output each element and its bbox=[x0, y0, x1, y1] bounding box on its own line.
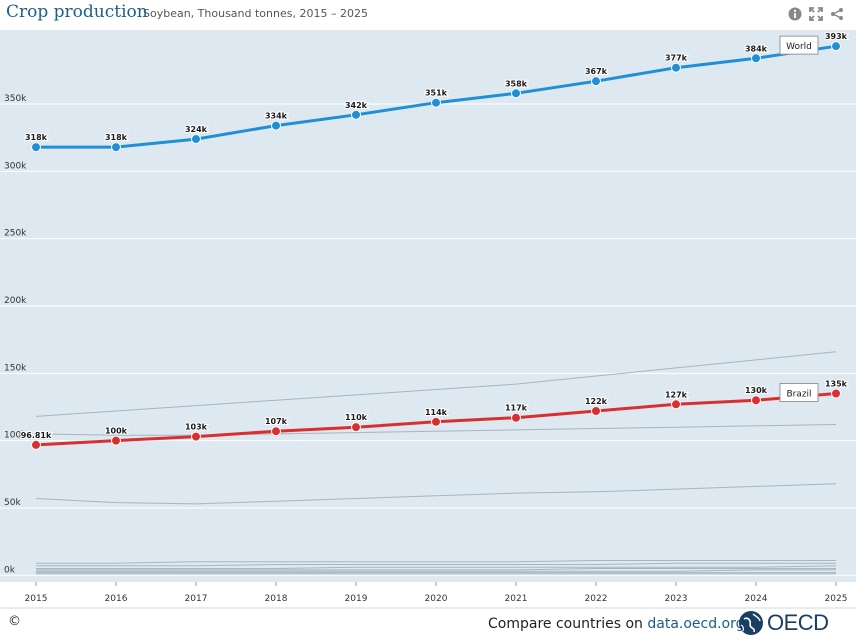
brazil-data-label: 135k bbox=[825, 380, 848, 389]
world-point bbox=[671, 62, 681, 73]
brazil-point bbox=[351, 422, 361, 433]
background-series-line bbox=[36, 562, 836, 567]
brazil-point bbox=[31, 439, 41, 450]
fullscreen-icon[interactable] bbox=[808, 6, 823, 21]
world-data-label: 318k bbox=[105, 133, 128, 142]
brazil-point bbox=[831, 388, 841, 399]
brazil-data-label: 117k bbox=[505, 404, 528, 413]
brazil-data-label: 103k bbox=[185, 423, 208, 432]
x-tick-label: 2017 bbox=[185, 594, 208, 604]
oecd-logo[interactable]: OECD bbox=[738, 610, 829, 636]
brazil-point bbox=[511, 412, 521, 423]
world-point bbox=[31, 142, 41, 153]
y-tick-label: 0k bbox=[4, 565, 16, 575]
brazil-point bbox=[111, 435, 121, 446]
brazil-point bbox=[271, 426, 281, 437]
world-data-label: 334k bbox=[265, 112, 288, 121]
world-data-label: 324k bbox=[185, 125, 208, 134]
y-tick-label: 250k bbox=[4, 229, 27, 239]
oecd-logo-text: OECD bbox=[767, 610, 829, 635]
brazil-series-name-box: Brazil bbox=[779, 383, 819, 403]
compare-domain: data.oecd.org bbox=[647, 616, 745, 632]
world-point bbox=[351, 109, 361, 120]
brazil-data-label: 114k bbox=[425, 408, 448, 417]
copyright-symbol: © bbox=[8, 614, 21, 629]
brazil-data-label: 130k bbox=[745, 386, 768, 395]
brazil-point bbox=[431, 416, 441, 427]
world-data-label: 318k bbox=[25, 133, 48, 142]
world-point bbox=[831, 41, 841, 52]
toolbar bbox=[787, 6, 844, 21]
x-axis-band bbox=[0, 582, 856, 608]
brazil-point bbox=[591, 406, 601, 417]
world-point bbox=[111, 142, 121, 153]
world-data-label: 367k bbox=[585, 67, 608, 76]
world-data-label: 377k bbox=[665, 54, 688, 63]
brazil-point bbox=[191, 431, 201, 442]
world-data-label: 358k bbox=[505, 79, 528, 88]
brazil-data-label: 127k bbox=[665, 390, 688, 399]
x-tick-label: 2015 bbox=[25, 594, 48, 604]
world-data-label: 384k bbox=[745, 44, 768, 53]
y-tick-label: 300k bbox=[4, 161, 27, 171]
background-series-line bbox=[36, 560, 836, 564]
world-series-name: World bbox=[786, 42, 812, 52]
info-icon[interactable] bbox=[787, 6, 802, 21]
y-tick-label: 50k bbox=[4, 498, 21, 508]
brazil-data-label: 107k bbox=[265, 417, 288, 426]
x-tick-label: 2025 bbox=[825, 594, 848, 604]
x-tick-label: 2018 bbox=[265, 594, 288, 604]
background-series-line bbox=[35, 351, 837, 417]
brazil-point bbox=[671, 399, 681, 410]
world-series-name-box: World bbox=[779, 35, 819, 55]
brazil-data-label: 100k bbox=[105, 427, 128, 436]
x-tick-label: 2024 bbox=[745, 594, 768, 604]
world-data-label: 393k bbox=[825, 32, 848, 41]
background-series-line bbox=[36, 565, 837, 569]
y-tick-label: 350k bbox=[4, 94, 27, 104]
y-tick-label: 150k bbox=[4, 363, 27, 373]
x-tick-label: 2019 bbox=[345, 594, 368, 604]
background-series-line bbox=[36, 568, 836, 571]
world-point bbox=[511, 88, 521, 99]
world-data-label: 342k bbox=[345, 101, 368, 110]
world-point bbox=[191, 134, 201, 145]
world-point bbox=[431, 97, 441, 108]
y-tick-label: 200k bbox=[4, 296, 27, 306]
x-tick-label: 2020 bbox=[425, 594, 448, 604]
series-name-box-bg bbox=[779, 35, 819, 55]
x-tick-label: 2021 bbox=[505, 594, 528, 604]
background-series-line bbox=[36, 569, 836, 572]
brazil-series-name: Brazil bbox=[786, 390, 811, 400]
world-data-label: 351k bbox=[425, 89, 448, 98]
brazil-data-label: 96.81k bbox=[21, 431, 52, 440]
compare-countries-link[interactable]: Compare countries on data.oecd.org bbox=[488, 616, 745, 632]
globe-icon bbox=[739, 611, 763, 635]
chart-subtitle: Soybean, Thousand tonnes, 2015 – 2025 bbox=[143, 7, 368, 20]
y-tick-label: 100k bbox=[4, 431, 27, 441]
brazil-data-label: 122k bbox=[585, 397, 608, 406]
brazil-point bbox=[751, 395, 761, 406]
x-tick-label: 2016 bbox=[105, 594, 128, 604]
background-series-line bbox=[35, 483, 837, 505]
series-name-box-bg bbox=[779, 383, 819, 403]
chart-title: Crop production bbox=[6, 2, 148, 22]
x-tick-label: 2023 bbox=[665, 594, 688, 604]
background-series-line bbox=[35, 424, 837, 436]
share-icon[interactable] bbox=[829, 6, 844, 21]
world-point bbox=[591, 76, 601, 87]
brazil-data-label: 110k bbox=[345, 413, 368, 422]
world-point bbox=[751, 53, 761, 64]
compare-text: Compare countries on bbox=[488, 616, 648, 632]
world-point bbox=[271, 120, 281, 131]
x-tick-label: 2022 bbox=[585, 594, 608, 604]
